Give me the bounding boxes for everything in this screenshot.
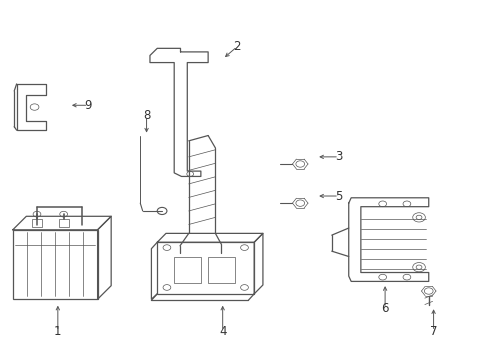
Circle shape — [424, 288, 432, 294]
Circle shape — [33, 211, 41, 217]
Text: 8: 8 — [142, 109, 150, 122]
Circle shape — [60, 211, 67, 217]
Circle shape — [412, 262, 425, 272]
Bar — [208, 257, 234, 283]
Circle shape — [415, 265, 421, 269]
Text: 9: 9 — [84, 99, 92, 112]
Circle shape — [378, 201, 386, 207]
Circle shape — [412, 213, 425, 222]
Circle shape — [378, 274, 386, 280]
Circle shape — [157, 207, 166, 215]
Circle shape — [186, 171, 193, 176]
Circle shape — [240, 285, 248, 290]
Circle shape — [295, 161, 304, 167]
Bar — [13, 230, 98, 299]
Bar — [174, 257, 201, 283]
Bar — [157, 242, 254, 294]
Circle shape — [402, 274, 410, 280]
Circle shape — [163, 285, 170, 290]
Circle shape — [240, 245, 248, 251]
Circle shape — [402, 201, 410, 207]
Circle shape — [30, 104, 39, 110]
Circle shape — [163, 245, 170, 251]
Text: 2: 2 — [233, 40, 241, 53]
Bar — [32, 219, 42, 227]
Circle shape — [415, 215, 421, 220]
Text: 4: 4 — [219, 325, 226, 338]
Text: 7: 7 — [429, 325, 436, 338]
Text: 5: 5 — [335, 189, 342, 203]
Text: 3: 3 — [335, 150, 342, 163]
Circle shape — [295, 200, 304, 206]
Text: 6: 6 — [381, 302, 388, 315]
Text: 1: 1 — [54, 325, 61, 338]
Bar — [59, 219, 68, 227]
